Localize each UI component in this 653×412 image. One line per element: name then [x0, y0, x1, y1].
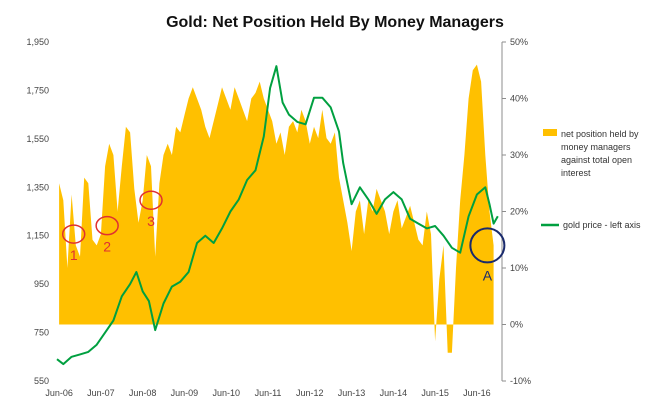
x-tick-label: Jun-16: [463, 388, 491, 398]
x-tick-label: Jun-13: [338, 388, 366, 398]
y-right-tick-label: 50%: [510, 37, 528, 47]
legend-net-line-4: interest: [561, 168, 591, 178]
x-tick-label: Jun-08: [129, 388, 157, 398]
y-left-tick-label: 1,750: [26, 85, 49, 95]
legend-net-line-2: money managers: [561, 142, 631, 152]
annotation-circle: [469, 227, 506, 264]
annotation-label: 3: [147, 213, 155, 229]
annotation-circle: [95, 215, 119, 236]
left-axis: 550 750 950 1,150 1,350 1,550 1,750 1,950: [26, 37, 49, 386]
legend-label-gold-price: gold price - left axis: [563, 220, 641, 230]
gold-price-line-layer: [56, 65, 499, 366]
net-position-area: [59, 64, 494, 353]
right-axis: -10% 0% 10% 20% 30% 40% 50%: [501, 37, 531, 386]
annotation-circle: [139, 190, 163, 210]
annotations: 1 2 3 A: [61, 190, 506, 283]
y-left-tick-label: 1,150: [26, 231, 49, 241]
y-left-tick-label: 1,550: [26, 134, 49, 144]
annotation-label: 1: [70, 247, 78, 263]
x-tick-label: Jun-12: [296, 388, 324, 398]
y-left-tick-label: 1,350: [26, 182, 49, 192]
legend-net-line-3: against total open: [561, 155, 632, 165]
x-tick-label: Jun-07: [87, 388, 115, 398]
y-right-tick-label: 0%: [510, 320, 523, 330]
x-tick-label: Jun-09: [171, 388, 199, 398]
net-position-area-layer: [59, 64, 494, 353]
x-tick-label: Jun-15: [421, 388, 449, 398]
x-tick-label: Jun-06: [45, 388, 73, 398]
gold-price-line: [56, 65, 499, 366]
y-left-tick-label: 550: [34, 376, 49, 386]
y-right-tick-label: 40%: [510, 94, 528, 104]
y-left-tick-label: 950: [34, 279, 49, 289]
annotation-label: A: [483, 267, 493, 283]
legend: net position held by money managers agai…: [541, 129, 641, 230]
legend-label-net-position: net position held by money managers agai…: [561, 129, 641, 178]
y-right-tick-label: 10%: [510, 263, 528, 273]
y-left-tick-label: 750: [34, 328, 49, 338]
x-tick-label: Jun-14: [380, 388, 408, 398]
y-left-tick-label: 1,950: [26, 37, 49, 47]
chart-title: Gold: Net Position Held By Money Manager…: [166, 14, 504, 31]
annotation-circle: [61, 224, 86, 244]
legend-swatch-net-position: [543, 129, 557, 136]
y-right-tick-label: 30%: [510, 150, 528, 160]
x-tick-label: Jun-10: [212, 388, 240, 398]
annotation-label: 2: [103, 239, 111, 255]
x-axis: Jun-06 Jun-07 Jun-08 Jun-09 Jun-10 Jun-11 Jun-…: [45, 388, 490, 398]
y-right-tick-label: 20%: [510, 207, 528, 217]
x-tick-label: Jun-11: [255, 388, 282, 398]
legend-net-line-1: net position held by: [561, 129, 639, 139]
y-right-tick-label: -10%: [510, 376, 531, 386]
